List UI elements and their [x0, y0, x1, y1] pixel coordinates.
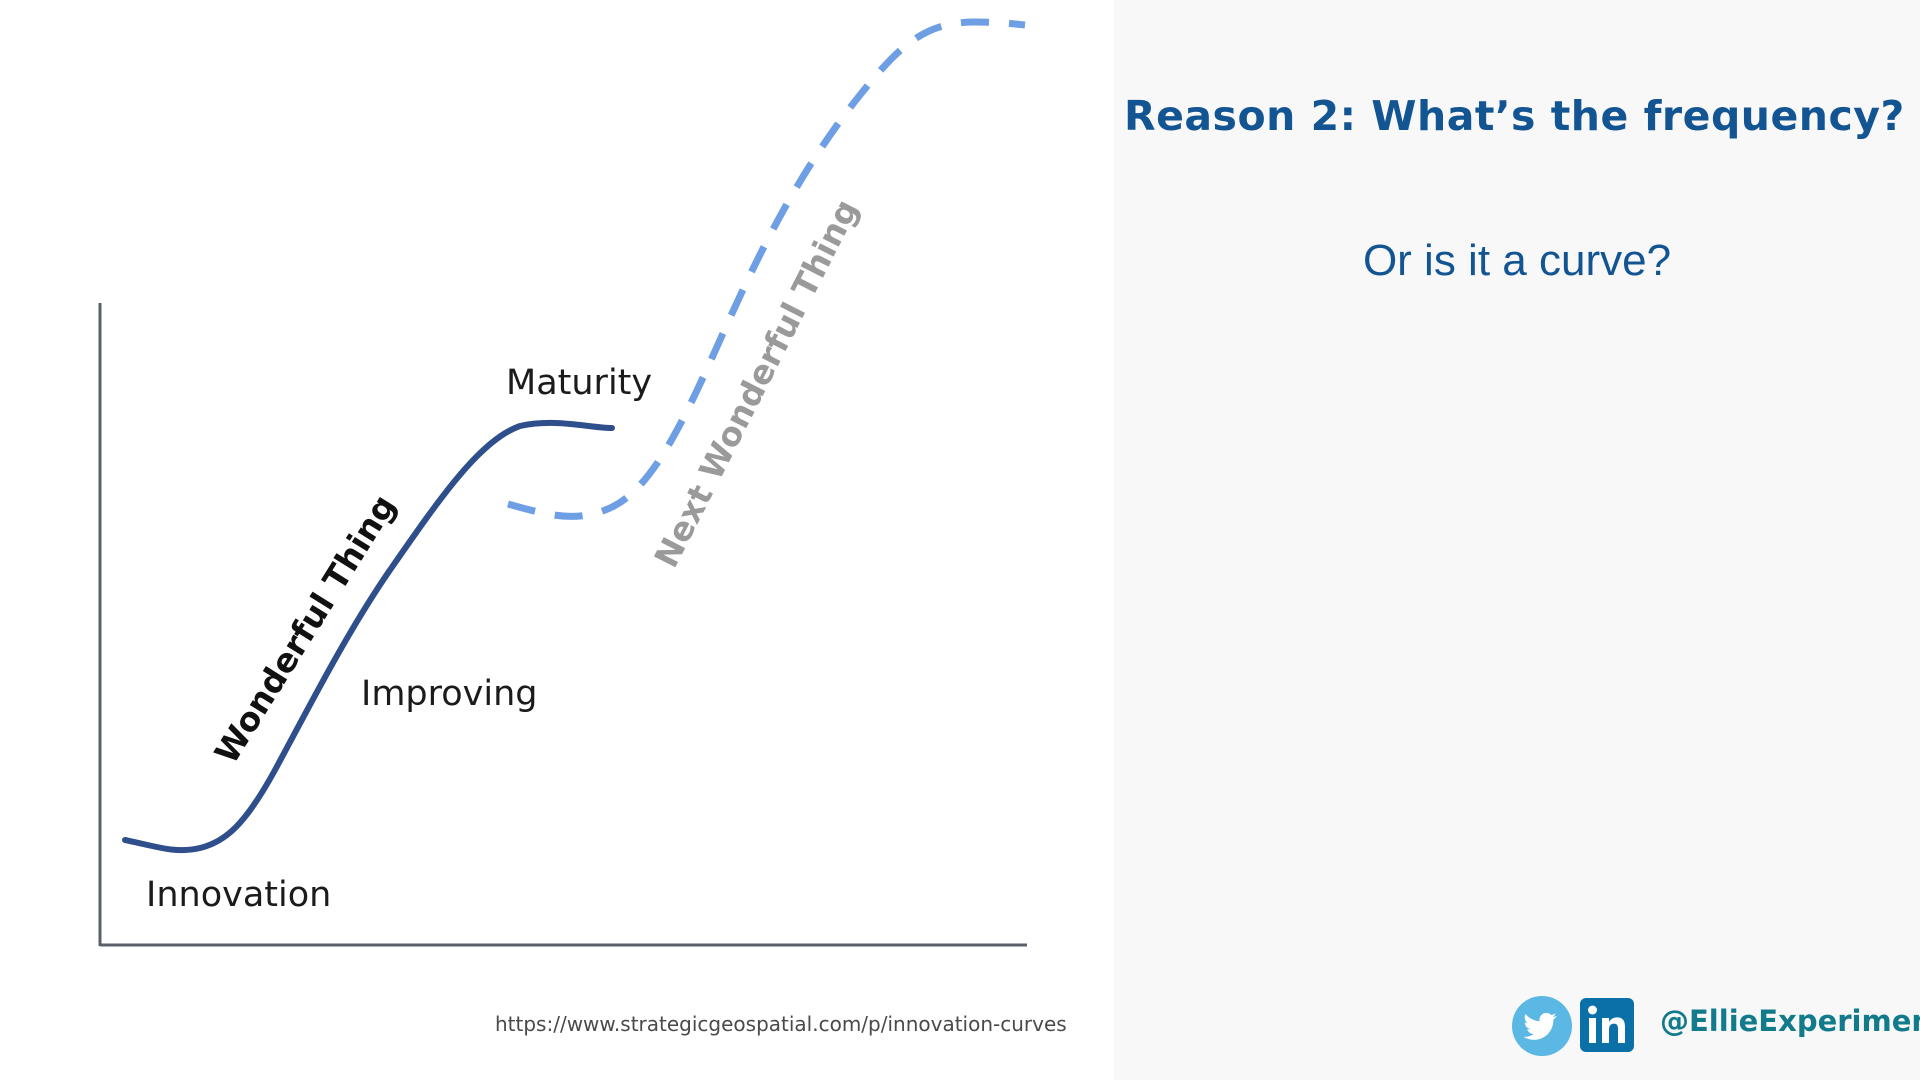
slide-subtitle: Or is it a curve? — [1362, 236, 1672, 285]
source-url[interactable]: https://www.strategicgeospatial.com/p/in… — [495, 1012, 1067, 1036]
label-next-wonderful-thing: Next Wonderful Thing — [646, 193, 866, 574]
label-improving: Improving — [361, 674, 538, 714]
linkedin-icon[interactable] — [1580, 998, 1634, 1052]
slide-title: Reason 2: What’s the frequency? — [1124, 92, 1905, 140]
next-curve — [507, 18, 1026, 520]
label-maturity: Maturity — [506, 363, 652, 403]
text-panel — [1114, 0, 1920, 1080]
twitter-icon[interactable] — [1512, 996, 1572, 1056]
diagram-panel: Innovation Improving Maturity Wonderful … — [98, 18, 1067, 1036]
twitter-bird-glyph — [1523, 1012, 1557, 1040]
linkedin-in-glyph — [1588, 1005, 1625, 1043]
current-curve — [122, 419, 615, 854]
label-wonderful-thing: Wonderful Thing — [207, 488, 404, 771]
innovation-curve-diagram: Innovation Improving Maturity Wonderful … — [98, 18, 1027, 947]
social-bar: @EllieExperiment — [1512, 994, 1920, 1056]
label-innovation: Innovation — [146, 875, 331, 915]
social-handle[interactable]: @EllieExperiment — [1660, 1004, 1920, 1038]
